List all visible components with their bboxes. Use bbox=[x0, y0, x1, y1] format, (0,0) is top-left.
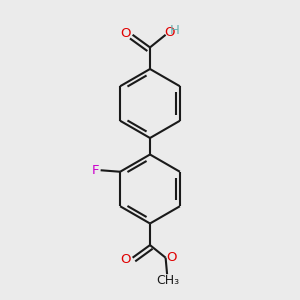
Text: CH₃: CH₃ bbox=[156, 274, 179, 287]
Text: O: O bbox=[120, 27, 130, 40]
Text: H: H bbox=[170, 24, 179, 37]
Text: O: O bbox=[164, 26, 175, 39]
Text: F: F bbox=[92, 164, 99, 177]
Text: O: O bbox=[120, 253, 130, 266]
Text: O: O bbox=[167, 250, 177, 264]
